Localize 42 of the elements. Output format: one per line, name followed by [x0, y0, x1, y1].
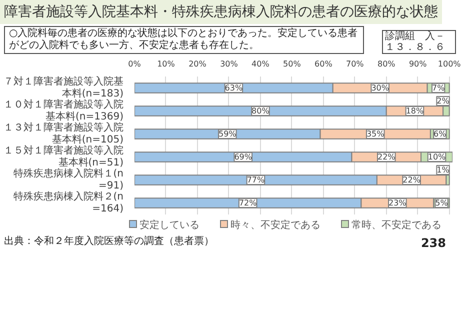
text: 診調組 入－１３．８．６ [382, 30, 456, 54]
data-label: 72% [238, 198, 258, 208]
y-tick-label: １５対１障害者施設等入院基本料(n=51) [4, 144, 124, 169]
source-note: 出典：令和２年度入院医療等の調査（患者票） [4, 235, 214, 249]
y-tick-label: ７対１障害者施設等入院基本料(n=183) [4, 75, 124, 100]
data-label: 2% [436, 96, 450, 106]
x-tick-label: 30% [220, 60, 238, 68]
data-label: 59% [218, 130, 237, 138]
data-label: 7% [432, 84, 446, 92]
data-label: 18% [406, 106, 424, 116]
x-tick-label: 70% [346, 60, 364, 68]
x-tick-label: 10% [157, 60, 176, 68]
chart-subtitle: ○入院料毎の患者の医療的な状態は以下のとおりであった。安定している患者がどの入院料でも多い一方、不安定な患者も存在した。 [4, 26, 364, 54]
x-tick-label: 50% [283, 60, 302, 68]
data-label: 22% [377, 152, 396, 162]
y-tick-label: 特殊疾患病棟入院料２(n=164) [13, 190, 124, 215]
legend-label: 時々、不安定である [230, 219, 320, 233]
y-tick-label: １０対１障害者施設等入院基本料(n=1369) [4, 98, 124, 123]
x-tick-label: 20% [188, 60, 207, 68]
data-label: 22% [402, 176, 421, 184]
data-label: 35% [366, 130, 385, 138]
data-label: 69% [234, 152, 252, 162]
x-tick-label: 80% [377, 60, 396, 68]
data-label: 6% [434, 130, 447, 138]
data-label: 10% [428, 152, 446, 162]
x-tick-label: 60% [314, 60, 333, 68]
x-tick-label: 90% [408, 60, 428, 68]
x-tick-label: 40% [252, 60, 270, 68]
data-label: 1% [436, 166, 450, 174]
y-tick-label: １３対１障害者施設等入院基本料(n=105) [4, 121, 124, 146]
text: 238 [420, 235, 446, 252]
chart-title: 障害者施設等入院基本料・特殊疾患病棟入院料の患者の医療的な状態 [0, 0, 442, 24]
legend-label: 安定している [138, 219, 200, 233]
y-tick-label: 特殊疾患病棟入院料１(n=91) [13, 167, 124, 192]
x-tick-label: 100% [438, 60, 462, 68]
data-label: 80% [252, 106, 270, 116]
x-tick-label: 0% [128, 60, 142, 68]
legend-label: 常時、不安定である [350, 219, 442, 233]
data-label: 5% [435, 198, 448, 208]
data-label: 23% [388, 198, 407, 208]
data-label: 77% [246, 176, 266, 184]
data-label: 30% [371, 84, 390, 92]
